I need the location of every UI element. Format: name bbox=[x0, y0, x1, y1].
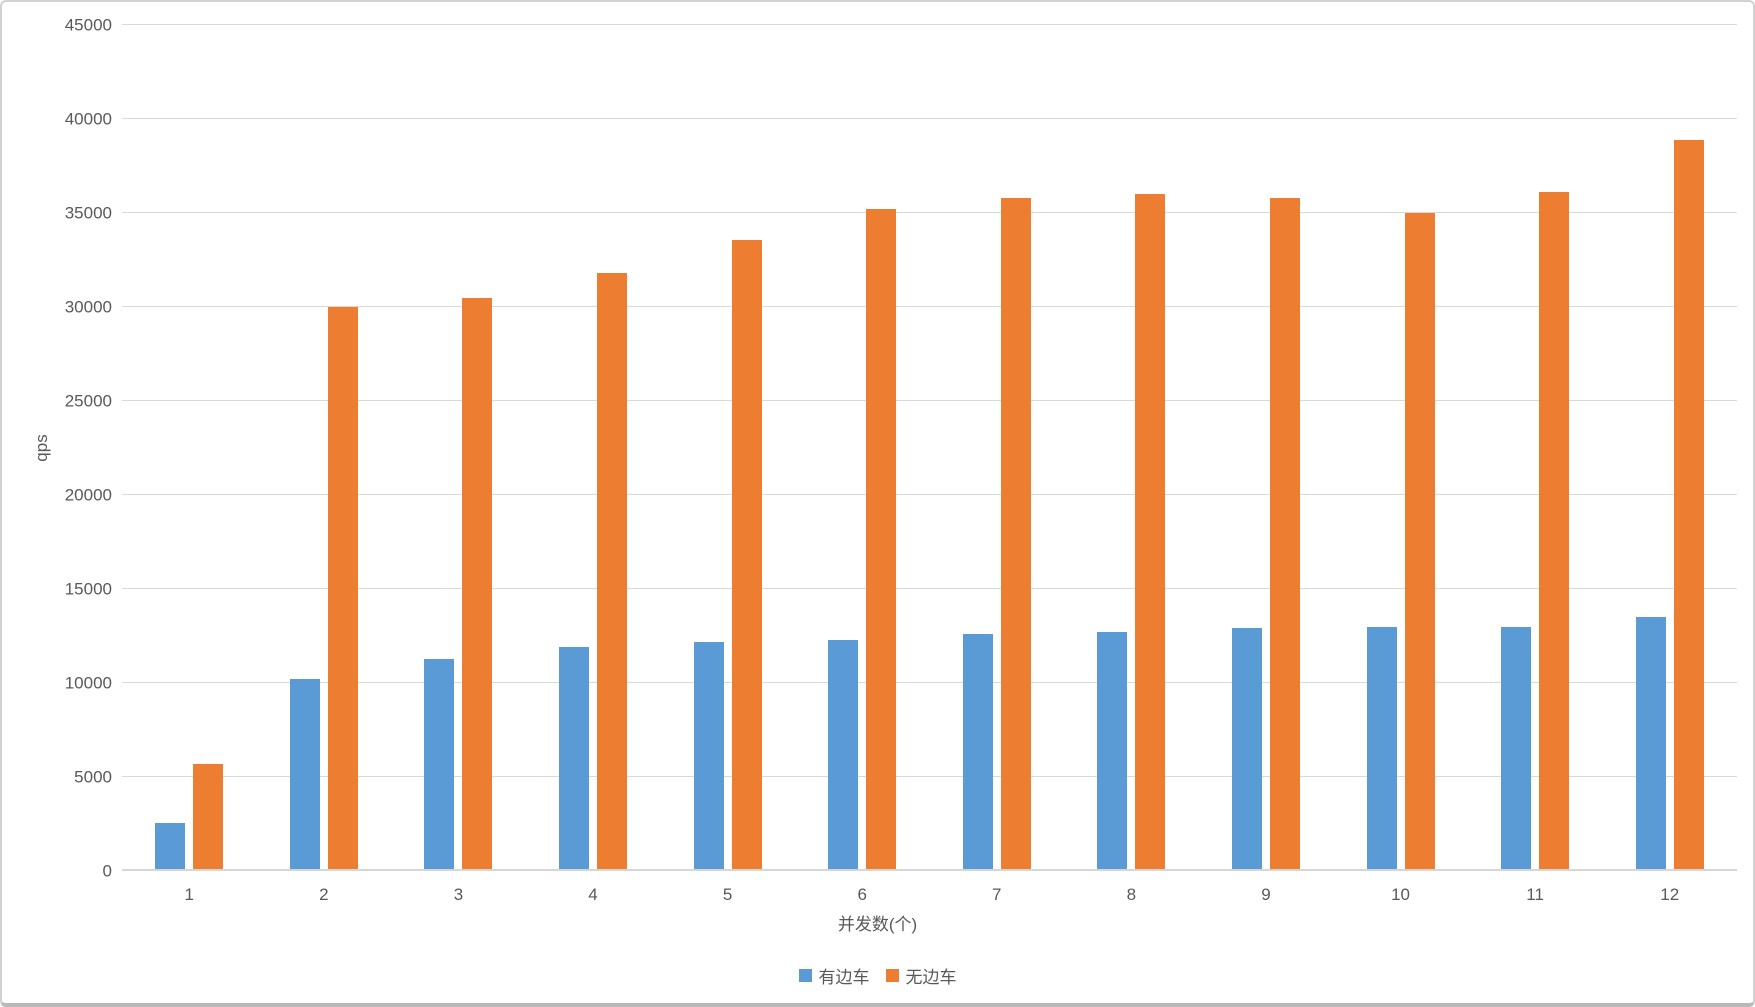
y-axis-tick-label: 30000 bbox=[64, 297, 112, 317]
bar-without-sidecar bbox=[193, 763, 224, 871]
bar-without-sidecar bbox=[731, 240, 762, 871]
gridline bbox=[122, 306, 1737, 308]
gridline bbox=[122, 24, 1737, 25]
gridline bbox=[122, 212, 1737, 213]
legend: 有边车 无边车 bbox=[2, 963, 1753, 988]
bar-without-sidecar bbox=[327, 307, 358, 871]
bar-group bbox=[122, 25, 257, 871]
y-axis-tick-label: 40000 bbox=[64, 109, 112, 129]
bar-with-sidecar bbox=[155, 823, 186, 871]
bar-with-sidecar bbox=[559, 647, 590, 871]
bar-without-sidecar bbox=[1269, 197, 1300, 871]
bar-with-sidecar bbox=[289, 679, 320, 871]
bar-group bbox=[1064, 25, 1199, 871]
legend-item-with-sidecar: 有边车 bbox=[798, 963, 870, 988]
bar-group bbox=[1468, 25, 1603, 871]
x-axis-tick-label: 2 bbox=[319, 885, 329, 904]
bar-with-sidecar bbox=[693, 641, 724, 871]
x-axis-tick-label: 1 bbox=[184, 885, 195, 904]
y-axis-tick-label: 35000 bbox=[64, 203, 112, 223]
gridline bbox=[122, 494, 1737, 495]
bar-group bbox=[660, 25, 795, 871]
x-axis-tick-label: 12 bbox=[1660, 885, 1680, 904]
legend-label: 有边车 bbox=[818, 968, 870, 987]
bar-with-sidecar bbox=[1635, 617, 1666, 871]
bar-group bbox=[930, 25, 1065, 871]
bar-group bbox=[1602, 25, 1737, 871]
gridline bbox=[122, 118, 1737, 119]
plot-area bbox=[122, 24, 1737, 871]
x-axis-line bbox=[122, 869, 1737, 871]
x-axis-tick-label: 8 bbox=[1126, 885, 1137, 904]
x-axis-tick-label: 11 bbox=[1526, 885, 1544, 904]
x-axis-tick-label: 5 bbox=[722, 885, 733, 904]
bar-with-sidecar bbox=[1097, 632, 1128, 871]
bar-without-sidecar bbox=[1673, 139, 1704, 871]
bar-group bbox=[526, 25, 661, 871]
bar-with-sidecar bbox=[828, 639, 859, 871]
bar-without-sidecar bbox=[1000, 197, 1031, 871]
bar-with-sidecar bbox=[424, 658, 455, 871]
y-axis-tick-label: 25000 bbox=[64, 391, 112, 411]
legend-item-without-sidecar: 无边车 bbox=[885, 963, 957, 988]
y-axis-tick-label: 5000 bbox=[74, 767, 112, 787]
y-axis-tick-label: 20000 bbox=[64, 485, 112, 505]
bar-without-sidecar bbox=[1404, 213, 1435, 871]
bar-group bbox=[1333, 25, 1468, 871]
gridline bbox=[122, 776, 1737, 777]
x-axis-tick-labels: 1 2 3 4 5 6 7 8 9 10 11 12 bbox=[122, 884, 1737, 906]
y-axis-tick-label: 10000 bbox=[64, 673, 112, 693]
legend-label: 无边车 bbox=[905, 968, 957, 987]
bar-without-sidecar bbox=[462, 297, 493, 871]
gridline bbox=[122, 588, 1737, 590]
x-axis-title: 并发数(个) bbox=[837, 915, 918, 934]
x-axis-tick-label: 10 bbox=[1391, 885, 1410, 904]
y-axis-tick-labels: 0 5000 10000 15000 20000 25000 30000 35000 40000… bbox=[30, 17, 112, 880]
bar-group bbox=[795, 25, 930, 871]
gridline bbox=[122, 682, 1737, 683]
x-axis-tick-label: 7 bbox=[992, 885, 1002, 904]
x-axis-tick-label: 3 bbox=[453, 885, 464, 904]
bar-without-sidecar bbox=[597, 273, 628, 871]
x-axis-tick-label: 6 bbox=[857, 885, 867, 904]
gridline bbox=[122, 400, 1737, 401]
x-axis-tick-label: 9 bbox=[1261, 885, 1271, 904]
x-axis-tick-label: 4 bbox=[588, 885, 598, 904]
legend-swatch-with-sidecar bbox=[798, 969, 812, 982]
bar-group bbox=[257, 25, 392, 871]
y-axis-tick-label: 0 bbox=[102, 861, 112, 881]
bar-with-sidecar bbox=[1501, 626, 1532, 871]
bar-without-sidecar bbox=[1135, 194, 1166, 871]
y-axis-tick-label: 15000 bbox=[64, 579, 112, 599]
bar-group bbox=[1199, 25, 1334, 871]
bar-with-sidecar bbox=[1366, 626, 1397, 871]
bar-without-sidecar bbox=[866, 209, 897, 871]
bar-without-sidecar bbox=[1539, 192, 1570, 871]
y-axis-tick-label: 45000 bbox=[64, 15, 112, 35]
bar-with-sidecar bbox=[962, 634, 993, 871]
bar-with-sidecar bbox=[1231, 628, 1262, 871]
bar-group bbox=[391, 25, 526, 871]
legend-swatch-without-sidecar bbox=[885, 969, 899, 982]
